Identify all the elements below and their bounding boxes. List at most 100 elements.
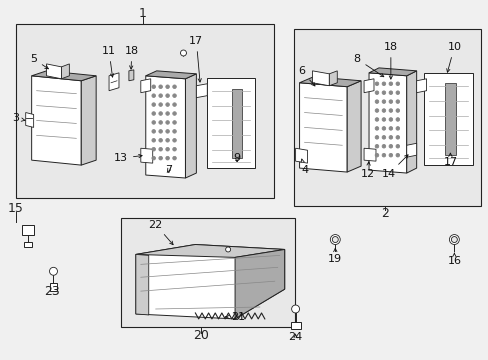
- Circle shape: [395, 136, 399, 139]
- Circle shape: [395, 153, 399, 157]
- Polygon shape: [290, 322, 300, 329]
- Circle shape: [330, 235, 340, 244]
- Circle shape: [180, 50, 186, 56]
- Polygon shape: [196, 84, 207, 98]
- Circle shape: [152, 112, 155, 115]
- Circle shape: [172, 156, 176, 160]
- Circle shape: [165, 121, 169, 124]
- Polygon shape: [24, 242, 32, 247]
- Circle shape: [165, 103, 169, 106]
- Text: 22: 22: [148, 220, 173, 245]
- Polygon shape: [312, 71, 328, 86]
- Text: 16: 16: [447, 253, 460, 266]
- Polygon shape: [61, 64, 69, 79]
- Text: 24: 24: [288, 332, 302, 342]
- Circle shape: [291, 305, 299, 313]
- Text: 18: 18: [124, 46, 139, 69]
- Circle shape: [395, 109, 399, 112]
- Bar: [16, 24, 273, 198]
- Circle shape: [374, 109, 378, 112]
- Circle shape: [159, 156, 162, 160]
- Polygon shape: [364, 79, 373, 93]
- Circle shape: [388, 144, 392, 148]
- Circle shape: [395, 91, 399, 94]
- Text: 19: 19: [327, 248, 342, 264]
- Polygon shape: [46, 64, 61, 79]
- Polygon shape: [21, 225, 34, 235]
- Circle shape: [49, 267, 57, 275]
- Text: 1: 1: [139, 7, 146, 20]
- Circle shape: [388, 91, 392, 94]
- Polygon shape: [232, 89, 242, 158]
- Circle shape: [381, 127, 385, 130]
- Circle shape: [159, 130, 162, 133]
- Polygon shape: [406, 143, 416, 157]
- Circle shape: [172, 85, 176, 89]
- Circle shape: [388, 100, 392, 103]
- Polygon shape: [136, 244, 284, 319]
- Polygon shape: [81, 76, 96, 165]
- Circle shape: [381, 136, 385, 139]
- Polygon shape: [368, 73, 406, 173]
- Text: 23: 23: [43, 285, 59, 298]
- Circle shape: [172, 121, 176, 124]
- Circle shape: [165, 94, 169, 98]
- Circle shape: [172, 94, 176, 98]
- Polygon shape: [235, 249, 284, 319]
- Circle shape: [395, 100, 399, 103]
- Circle shape: [152, 121, 155, 124]
- Polygon shape: [416, 79, 426, 93]
- Circle shape: [395, 127, 399, 130]
- Circle shape: [374, 136, 378, 139]
- Text: 12: 12: [360, 162, 374, 179]
- Circle shape: [381, 153, 385, 157]
- Circle shape: [395, 144, 399, 148]
- Polygon shape: [32, 71, 96, 81]
- Text: 3: 3: [12, 113, 25, 123]
- Circle shape: [165, 112, 169, 115]
- Text: 8: 8: [353, 54, 383, 77]
- Bar: [121, 218, 294, 327]
- Text: 5: 5: [30, 54, 48, 69]
- Circle shape: [381, 144, 385, 148]
- Circle shape: [152, 85, 155, 89]
- Polygon shape: [368, 68, 416, 76]
- Text: 15: 15: [8, 202, 23, 215]
- Circle shape: [165, 148, 169, 151]
- Polygon shape: [445, 83, 455, 155]
- Polygon shape: [364, 148, 375, 161]
- Polygon shape: [141, 148, 152, 163]
- Circle shape: [381, 82, 385, 86]
- Circle shape: [159, 112, 162, 115]
- Polygon shape: [346, 81, 360, 172]
- Circle shape: [381, 109, 385, 112]
- Circle shape: [172, 103, 176, 106]
- Text: 17: 17: [189, 36, 203, 82]
- Circle shape: [165, 156, 169, 160]
- Circle shape: [159, 139, 162, 142]
- Text: 14: 14: [381, 155, 407, 179]
- Text: 4: 4: [300, 159, 307, 175]
- Polygon shape: [185, 74, 196, 178]
- Polygon shape: [423, 73, 472, 165]
- Circle shape: [388, 82, 392, 86]
- Circle shape: [388, 153, 392, 157]
- Polygon shape: [295, 148, 307, 163]
- Circle shape: [388, 136, 392, 139]
- Text: 17: 17: [443, 153, 457, 167]
- Circle shape: [172, 148, 176, 151]
- Circle shape: [388, 118, 392, 121]
- Circle shape: [388, 127, 392, 130]
- Circle shape: [152, 148, 155, 151]
- Polygon shape: [299, 83, 346, 172]
- Circle shape: [381, 118, 385, 121]
- Polygon shape: [207, 78, 254, 168]
- Text: 9: 9: [233, 153, 240, 163]
- Polygon shape: [145, 76, 185, 178]
- Circle shape: [374, 153, 378, 157]
- Text: 6: 6: [298, 66, 314, 86]
- Circle shape: [159, 103, 162, 106]
- Polygon shape: [129, 70, 134, 81]
- Polygon shape: [299, 77, 360, 87]
- Polygon shape: [328, 71, 337, 86]
